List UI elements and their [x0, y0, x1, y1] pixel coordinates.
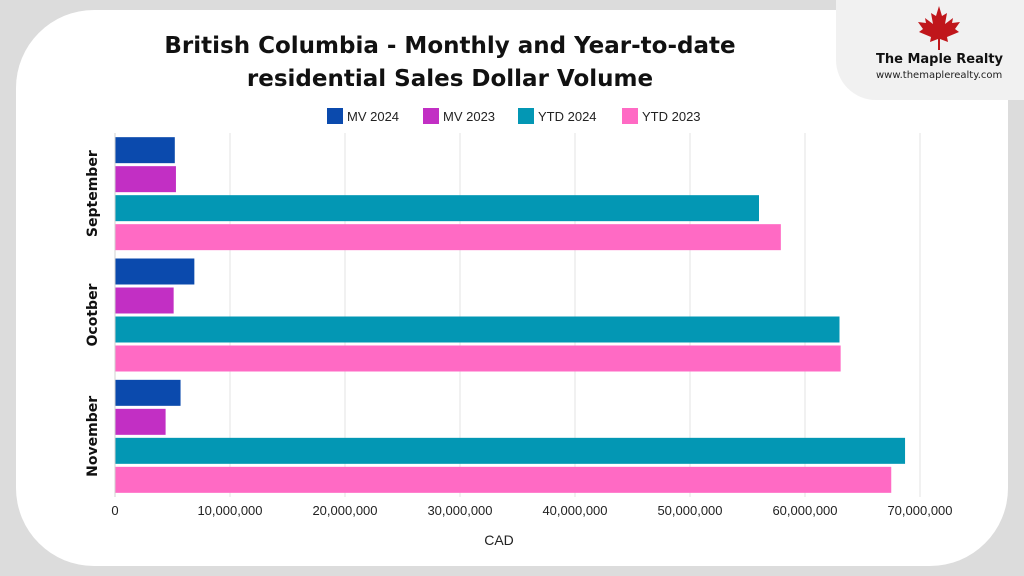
category-label: November — [85, 396, 101, 477]
legend-label-ytd-2023: YTD 2023 — [642, 108, 701, 124]
legend-swatch-mv-2024 — [327, 108, 343, 124]
x-tick-label: 40,000,000 — [542, 503, 607, 518]
brand-name: The Maple Realty — [876, 52, 1004, 67]
bar-ytd-2023-ocotber — [115, 345, 841, 372]
chart-title-line-2: residential Sales Dollar Volume — [246, 66, 654, 92]
maple-leaf-icon — [918, 6, 960, 50]
category-label: Ocotber — [85, 283, 101, 346]
legend-label-mv-2024: MV 2024 — [347, 108, 400, 124]
chart-title: British Columbia - Monthly and Year-to-d… — [150, 30, 750, 96]
legend-item-mv-2023: MV 2023 — [423, 108, 495, 124]
bar-ytd-2023-november — [115, 466, 892, 493]
bar-mv-2023-november — [115, 408, 166, 435]
x-tick-label: 30,000,000 — [427, 503, 492, 518]
brand-panel — [836, 0, 1024, 100]
legend-swatch-ytd-2024 — [518, 108, 534, 124]
bar-ytd-2024-september — [115, 195, 759, 222]
legend-swatch-ytd-2023 — [622, 108, 638, 124]
x-tick-label: 60,000,000 — [772, 503, 837, 518]
legend-swatch-mv-2023 — [423, 108, 439, 124]
bar-ytd-2023-september — [115, 224, 781, 251]
x-axis-title: CAD — [484, 532, 514, 548]
category-label: September — [85, 150, 101, 237]
legend-label-ytd-2024: YTD 2024 — [538, 108, 597, 124]
bar-mv-2023-ocotber — [115, 287, 174, 314]
x-tick-label: 50,000,000 — [657, 503, 722, 518]
bar-ytd-2024-november — [115, 437, 906, 464]
x-tick-label: 20,000,000 — [312, 503, 377, 518]
bar-mv-2023-september — [115, 166, 176, 193]
x-tick-label: 70,000,000 — [887, 503, 952, 518]
legend-item-mv-2024: MV 2024 — [327, 108, 399, 124]
chart-title-line-1: British Columbia - Monthly and Year-to-d… — [164, 33, 736, 59]
x-tick-label: 0 — [111, 503, 118, 518]
legend-item-ytd-2023: YTD 2023 — [622, 108, 701, 124]
bar-ytd-2024-ocotber — [115, 316, 840, 343]
chart-legend: MV 2024 MV 2023 YTD 2024 YTD 2023 — [0, 108, 1024, 128]
brand-url: www.themaplerealty.com — [876, 70, 1003, 81]
bar-mv-2024-november — [115, 379, 181, 406]
bar-mv-2024-september — [115, 137, 175, 164]
x-tick-label: 10,000,000 — [197, 503, 262, 518]
legend-label-mv-2023: MV 2023 — [443, 108, 496, 124]
legend-item-ytd-2024: YTD 2024 — [518, 108, 597, 124]
bar-mv-2024-ocotber — [115, 258, 195, 285]
